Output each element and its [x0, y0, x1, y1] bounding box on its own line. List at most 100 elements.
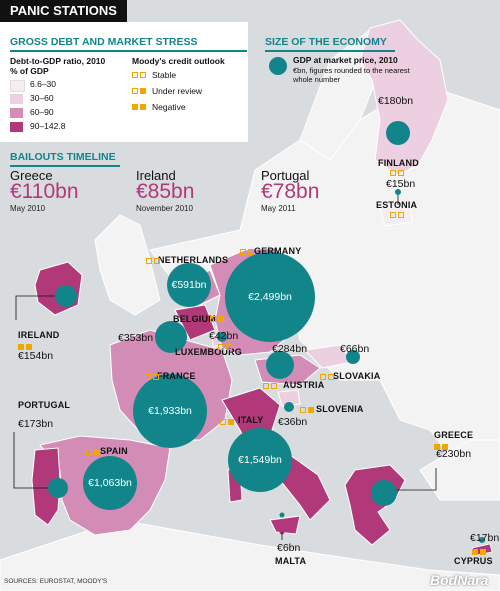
- debt-swatch: [10, 108, 23, 118]
- sources-note: SOURCES: EUROSTAT, MOODY'S: [4, 578, 108, 585]
- finland-label: FINLAND: [378, 158, 419, 168]
- size-legend-heading: GDP at market price, 2010: [293, 55, 398, 65]
- portugal-gdp: €173bn: [18, 418, 54, 430]
- page-title: PANIC STATIONS: [0, 0, 127, 22]
- bailout-date: May 2011: [261, 204, 296, 213]
- germany-rating-icon: [240, 248, 256, 256]
- finland-gdp: €180bn: [378, 95, 414, 107]
- section-size-heading: SIZE OF THE ECONOMY: [265, 36, 387, 48]
- slovenia-label: SLOVENIA: [316, 404, 364, 414]
- cyprus-bubble: [479, 537, 485, 543]
- austria-gdp: €284bn: [272, 343, 308, 355]
- ireland-bubble: [55, 285, 77, 307]
- cyprus-label: CYPRUS: [454, 556, 493, 566]
- malta-gdp: €6bn: [277, 542, 301, 554]
- watermark: BodNara: [430, 572, 489, 588]
- france-bubble: [133, 374, 207, 448]
- portugal-shape: [31, 447, 61, 526]
- belgium-rating-icon: [210, 315, 226, 323]
- debt-legend-label: 30–60: [30, 93, 54, 103]
- greece-leader: [384, 468, 437, 491]
- bailout-date: November 2010: [136, 204, 193, 213]
- ireland-leader: [15, 295, 55, 320]
- france-gdp: €1,933bn: [148, 405, 192, 417]
- estonia-label: ESTONIA: [376, 200, 418, 210]
- estonia-bubble: [395, 189, 401, 195]
- debt-legend-label: 60–90: [30, 107, 54, 117]
- moody-legend-label: Stable: [152, 70, 177, 80]
- uk-land: [94, 214, 161, 316]
- slovenia-rating-icon: [300, 406, 316, 414]
- cyprus-gdp: €17bn: [470, 532, 500, 544]
- debt-legend-label: 90–142.8: [30, 121, 66, 131]
- cyprus-rating-icon: [472, 548, 488, 556]
- debt-swatch: [10, 122, 23, 132]
- ireland-rating-icon: [18, 343, 34, 351]
- belgium-bubble: [155, 321, 187, 353]
- ireland-gdp: €154bn: [18, 350, 54, 362]
- moody-outlook-icon: [132, 103, 148, 111]
- portugal-leader: [13, 432, 48, 489]
- netherlands-bubble: [167, 263, 211, 307]
- spain-bubble: [83, 456, 137, 510]
- netherlands-gdp: €591bn: [171, 279, 207, 291]
- italy-gdp: €1,549bn: [238, 454, 282, 466]
- debt-legend-heading: Debt-to-GDP ratio, 2010: [10, 56, 106, 66]
- section-bailouts-heading: BAILOUTS TIMELINE: [10, 151, 116, 163]
- section-size-rule: [265, 50, 395, 52]
- france-label: FRANCE: [157, 371, 196, 381]
- belgium-label: BELGIUM: [173, 314, 216, 324]
- section-debt-heading: GROSS DEBT AND MARKET STRESS: [10, 36, 198, 48]
- germany-gdp: €2,499bn: [248, 291, 292, 303]
- slovakia-bubble: [346, 350, 360, 364]
- austria-rating-icon: [263, 382, 279, 390]
- austria-bubble: [266, 351, 294, 379]
- slovakia-rating-icon: [320, 373, 336, 381]
- france-rating-icon: [145, 373, 161, 381]
- spain-label: SPAIN: [100, 446, 128, 456]
- belgium-gdp: €353bn: [118, 332, 154, 344]
- bailout-country: Ireland: [136, 168, 176, 183]
- malta-bubble: [279, 512, 285, 518]
- greece-rating-icon: [434, 443, 450, 451]
- estonia-shape: [379, 204, 413, 227]
- debt-swatch: [10, 80, 25, 92]
- austria-label: AUSTRIA: [283, 380, 325, 390]
- estonia-gdp: €15bn: [386, 178, 416, 190]
- turkey-land: [419, 439, 500, 501]
- bailout-amount: €85bn: [136, 180, 195, 203]
- portugal-label: PORTUGAL: [18, 400, 71, 410]
- size-legend-note-1: €bn, figures rounded to the nearest: [293, 66, 410, 75]
- greece-bubble: [371, 480, 397, 506]
- netherlands-rating-icon: [146, 257, 162, 265]
- germany-bubble: [225, 252, 315, 342]
- size-legend-note-2: whole number: [293, 75, 341, 84]
- moody-legend-label: Under review: [152, 86, 203, 96]
- slovakia-label: SLOVAKIA: [333, 371, 381, 381]
- bailout-amount: €110bn: [10, 180, 79, 203]
- malta-label: MALTA: [275, 556, 307, 566]
- estonia-rating-icon: [390, 211, 406, 219]
- section-debt-rule: [10, 50, 247, 52]
- bailout-amount: €78bn: [261, 180, 320, 203]
- spain-rating-icon: [86, 448, 102, 456]
- ireland-label: IRELAND: [18, 330, 60, 340]
- greece-gdp: €230bn: [436, 448, 472, 460]
- italy-label: ITALY: [238, 415, 264, 425]
- portugal-bubble: [48, 478, 68, 498]
- moody-legend-label: Negative: [152, 102, 186, 112]
- finland-rating-icon: [390, 169, 406, 177]
- netherlands-label: NETHERLANDS: [158, 255, 229, 265]
- slovenia-shape: [277, 389, 301, 407]
- sicily-shape: [269, 515, 301, 535]
- germany-label: GERMANY: [254, 246, 302, 256]
- finland-shape: [359, 19, 449, 176]
- slovakia-gdp: €66bn: [340, 343, 370, 355]
- italy-rating-icon: [220, 418, 236, 426]
- debt-swatch: [10, 94, 23, 104]
- bailout-date: May 2010: [10, 204, 46, 213]
- moody-legend-heading: Moody's credit outlook: [132, 56, 225, 66]
- bailout-country: Greece: [10, 168, 53, 183]
- moody-outlook-icon: [132, 87, 148, 95]
